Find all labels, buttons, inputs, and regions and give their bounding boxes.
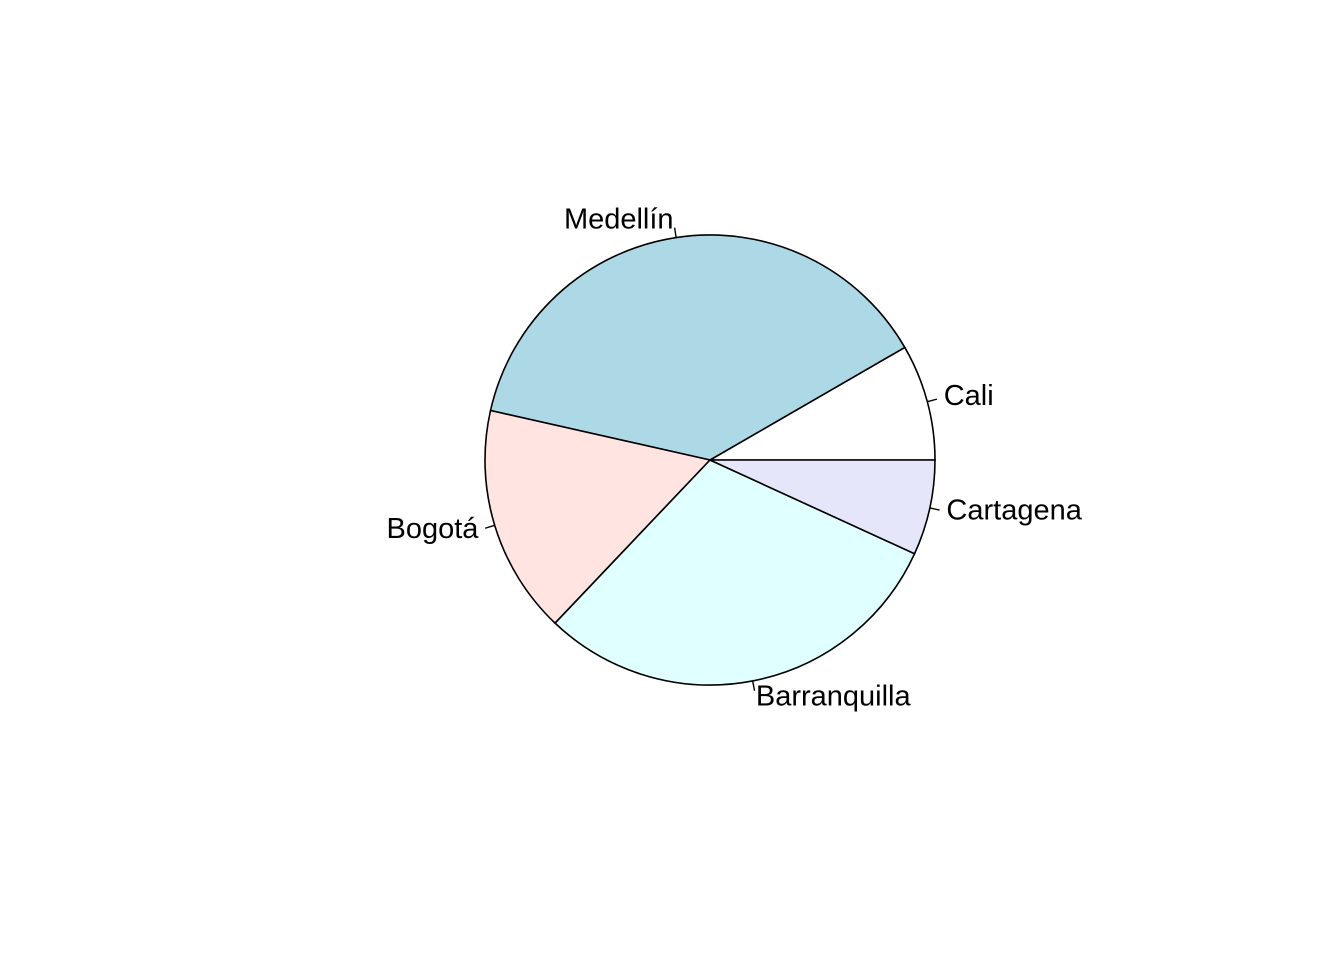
pie-label-bogota: Bogotá <box>387 513 480 545</box>
pie-label-medellin: Medellín <box>564 203 674 235</box>
pie-tick-medellin <box>673 227 677 238</box>
pie-tick-barranquilla <box>751 680 756 691</box>
pie-labels: Cali Medellín Bogotá Barranquilla Cartagena <box>387 203 1083 712</box>
pie-tick-cartagena <box>929 507 940 511</box>
pie-slice-cartagena <box>709 459 936 555</box>
pie-slices <box>484 234 936 686</box>
pie-label-cartagena: Cartagena <box>946 494 1082 526</box>
pie-tick-cali <box>927 398 938 403</box>
pie-label-ticks <box>484 227 940 691</box>
pie-slice-bogota <box>484 409 712 625</box>
pie-label-cali: Cali <box>944 380 994 412</box>
pie-slice-barranquilla <box>553 459 916 686</box>
pie-label-barranquilla: Barranquilla <box>756 680 912 712</box>
pie-tick-bogota <box>484 524 495 529</box>
